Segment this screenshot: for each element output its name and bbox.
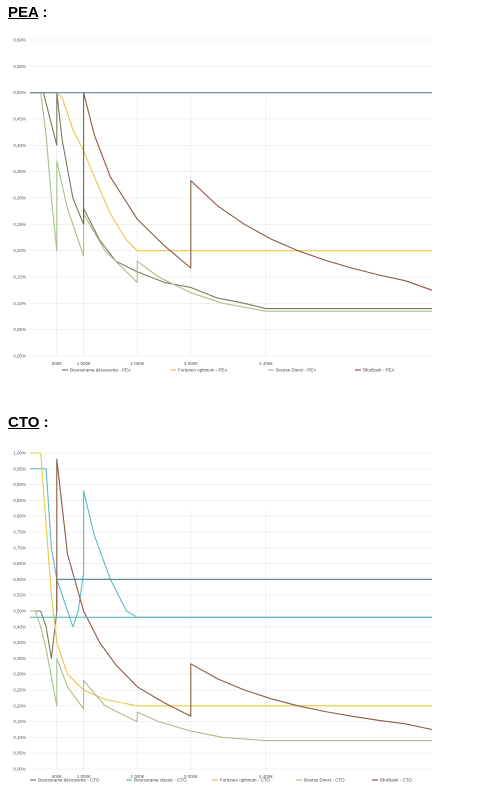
pea-x-tick-label-2: 2 000€ (130, 361, 144, 366)
cto-x-tick-label-2: 2 000€ (130, 774, 144, 779)
cto-legend-label-0: Boursorama découverte - CTO (38, 778, 100, 783)
pea-section-title: PEA : (8, 4, 47, 21)
pea-legend-label-2: Bourse Direct - PEA (276, 368, 316, 373)
cto-y-tick-label-16: 0,80% (13, 514, 26, 519)
cto-chart: 0,00% 0,05% 0,10% 0,15% 0,20% 0,25% 0,30% 0,35%… (13, 451, 433, 783)
cto-y-tick-label-14: 0,70% (13, 545, 26, 550)
pea-legend-label-0: Boursorama découverte - PEA (70, 368, 131, 373)
cto-y-tick-label-0: 0,00% (13, 767, 26, 772)
cto-x-tick-label-3: 3 000€ (184, 774, 198, 779)
pea-y-tick-label-3: 0,15% (13, 275, 26, 280)
cto-legend-label-4: BforBank - CTO (380, 778, 412, 783)
cto-series-line-2 (30, 452, 432, 707)
cto-y-tick-label-4: 0,20% (13, 703, 26, 708)
pea-y-tick-label-6: 0,30% (13, 196, 26, 201)
cto-legend-label-3: Bourse Direct - CTO (304, 778, 345, 783)
cto-y-tick-label-9: 0,45% (13, 624, 26, 629)
cto-y-tick-label-6: 0,30% (13, 672, 26, 677)
pea-legend-label-1: Fortuneo optimum - PEA (178, 368, 228, 373)
cto-y-tick-label-18: 0,90% (13, 482, 26, 487)
cto-x-tick-label-1: 1 000€ (77, 774, 91, 779)
cto-title-text: CTO (8, 414, 40, 431)
pea-x-tick-label-0: 500€ (52, 361, 63, 366)
pea-series-line-3 (83, 92, 433, 291)
cto-y-tick-label-13: 0,65% (13, 561, 26, 566)
pea-y-tick-label-9: 0,45% (13, 117, 26, 122)
cto-series-line-4 (56, 458, 433, 731)
pea-y-tick-label-4: 0,20% (13, 248, 26, 253)
cto-y-tick-label-10: 0,50% (13, 609, 26, 614)
cto-y-tick-label-12: 0,60% (13, 577, 26, 582)
cto-y-tick-label-5: 0,25% (13, 688, 26, 693)
cto-y-tick-label-20: 1,00% (13, 451, 26, 456)
cto-y-tick-label-17: 0,85% (13, 498, 26, 503)
pea-y-tick-label-10: 0,50% (13, 90, 26, 95)
pea-y-tick-label-8: 0,40% (13, 143, 26, 148)
pea-legend-label-3: BforBank - PEA (363, 368, 395, 373)
pea-x-tick-label-1: 1 000€ (77, 361, 91, 366)
pea-y-tick-label-12: 0,60% (13, 38, 26, 43)
cto-x-tick-label-0: 500€ (52, 774, 63, 779)
cto-y-tick-label-7: 0,35% (13, 656, 26, 661)
pea-title-suffix: : (38, 4, 48, 21)
pea-chart: 0,00% 0,05% 0,10% 0,15% 0,20% 0,25% 0,30% 0,35%… (13, 38, 433, 373)
cto-y-tick-label-8: 0,40% (13, 640, 26, 645)
cto-y-tick-label-11: 0,55% (13, 593, 26, 598)
cto-series-line-0 (30, 578, 432, 659)
pea-title-text: PEA (8, 4, 39, 21)
pea-y-tick-label-11: 0,55% (13, 64, 26, 69)
pea-y-tick-label-0: 0,00% (13, 354, 26, 359)
cto-legend-label-2: Fortuneo optimum - CTO (220, 778, 270, 783)
cto-y-tick-label-15: 0,75% (13, 530, 26, 535)
cto-series-line-1 (30, 468, 432, 628)
cto-y-tick-label-2: 0,10% (13, 735, 26, 740)
pea-series-line-0 (30, 92, 432, 310)
pea-x-tick-label-3: 3 000€ (184, 361, 198, 366)
cto-series-line-3 (30, 610, 432, 742)
pea-series-line-1 (30, 92, 432, 252)
pea-x-tick-label-4: 4 400€ (259, 361, 273, 366)
pea-y-tick-label-7: 0,35% (13, 169, 26, 174)
cto-y-tick-label-3: 0,15% (13, 719, 26, 724)
cto-y-tick-label-1: 0,05% (13, 751, 26, 756)
pea-y-tick-label-1: 0,05% (13, 327, 26, 332)
cto-legend-label-1: Boursorama classic - CTO (134, 778, 187, 783)
cto-title-suffix: : (39, 414, 49, 431)
cto-x-tick-label-4: 4 400€ (259, 774, 273, 779)
pea-y-tick-label-2: 0,10% (13, 301, 26, 306)
pea-y-tick-label-5: 0,25% (13, 222, 26, 227)
cto-y-tick-label-19: 0,95% (13, 466, 26, 471)
cto-section-title: CTO : (8, 414, 49, 431)
pea-series-line-2 (30, 92, 432, 312)
